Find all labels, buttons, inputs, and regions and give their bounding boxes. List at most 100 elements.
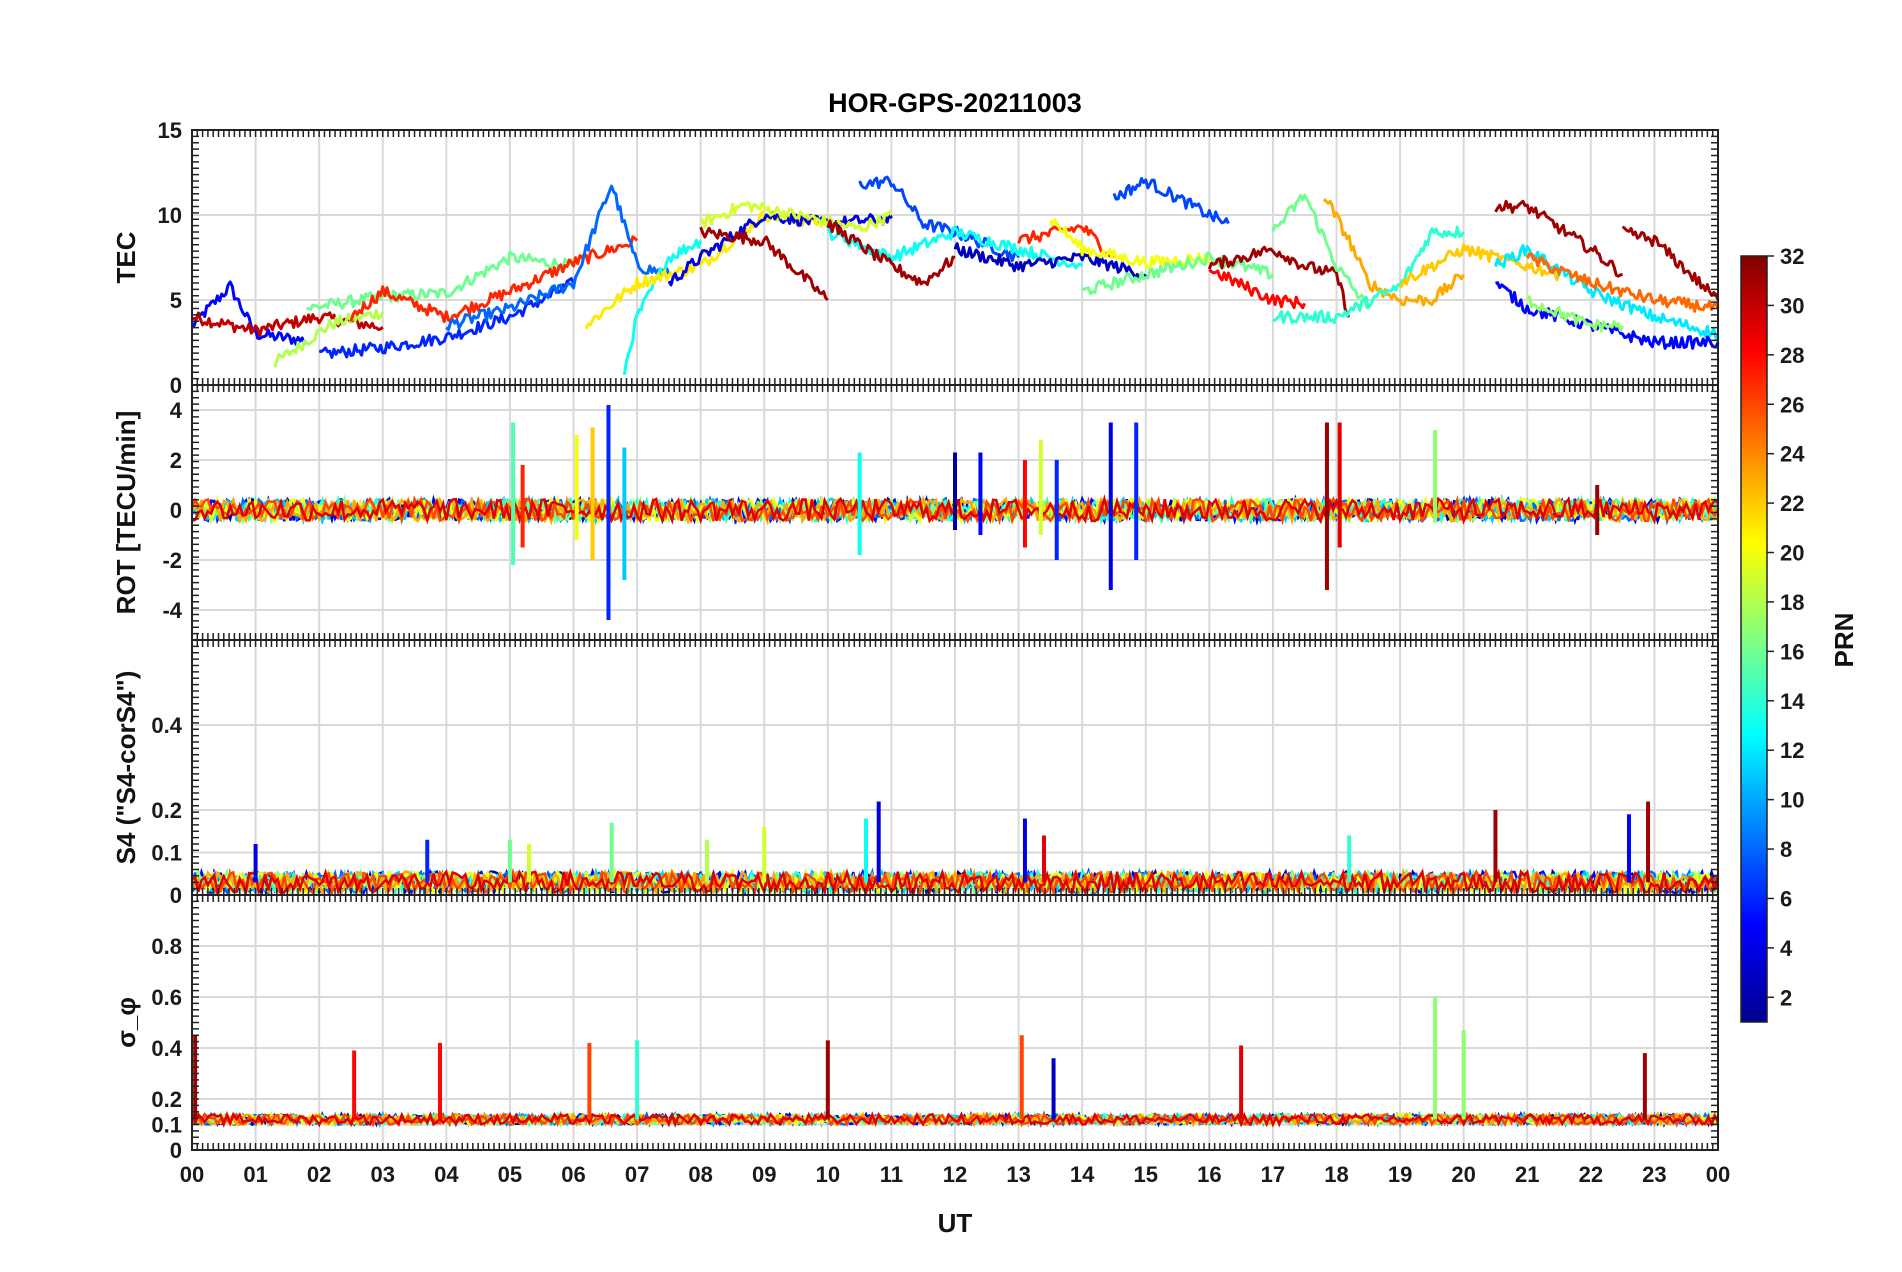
y-tick-label: 0.2 (151, 1087, 182, 1112)
y-tick-label: 0.2 (151, 798, 182, 823)
colorbar-tick-label: 24 (1780, 442, 1805, 467)
x-tick-label: 00 (1706, 1162, 1730, 1187)
tec-series-prn-17 (1526, 295, 1624, 333)
x-tick-label: 14 (1070, 1162, 1095, 1187)
y-tick-label: -2 (162, 548, 182, 573)
tec-series-prn-16 (306, 250, 575, 311)
tec-series-prn-22 (1398, 243, 1561, 289)
x-tick-label: 04 (434, 1162, 459, 1187)
x-tick-label: 22 (1579, 1162, 1603, 1187)
tec-series-prn-14 (1272, 225, 1465, 325)
noise-trace-prn-29 (190, 1111, 1720, 1128)
colorbar-gradient (1740, 255, 1768, 1023)
y-tick-label: 15 (158, 118, 182, 143)
y-tick-label: 0 (170, 883, 182, 908)
y-tick-label: 4 (170, 398, 183, 423)
y-axis-title-sigma_phi: σ_φ (111, 997, 141, 1048)
tec-series-prn-31 (826, 219, 956, 286)
y-tick-label: 0.8 (151, 934, 182, 959)
colorbar-label: PRN (1829, 613, 1859, 668)
x-tick-label: 10 (816, 1162, 840, 1187)
panel-TEC: 0 5 10 15 TEC (111, 118, 1720, 398)
x-tick-label: 15 (1134, 1162, 1158, 1187)
y-tick-label: 0.4 (151, 1036, 182, 1061)
tec-series-prn-27 (349, 235, 639, 324)
colorbar-tick-label: 30 (1780, 293, 1804, 318)
tec-series-prn-25 (1525, 252, 1720, 313)
x-tick-label: 00 (180, 1162, 204, 1187)
panel-ROT: -4 -2 0 2 4 ROT [TECU/min] (111, 384, 1720, 641)
panel-S4: 0 0.1 0.2 0.4 S4 ("S4-corS4") (111, 639, 1720, 908)
x-tick-label: 08 (688, 1162, 712, 1187)
x-tick-label: 02 (307, 1162, 331, 1187)
tec-series-prn-31 (1621, 225, 1720, 301)
y-tick-label: 5 (170, 288, 182, 313)
series-group (190, 801, 1720, 898)
x-tick-label: 23 (1642, 1162, 1666, 1187)
tec-series-prn-7 (1112, 177, 1230, 225)
x-tick-label: 20 (1451, 1162, 1475, 1187)
colorbar-tick-label: 14 (1780, 689, 1805, 714)
y-tick-label: 10 (158, 203, 182, 228)
tec-series-prn-31 (1494, 199, 1623, 278)
tec-series-prn-16 (1081, 251, 1275, 296)
colorbar-tick-label: 8 (1780, 837, 1792, 862)
panel-sigma_phi: 00.10.2 0.4 0.6 0.8 σ_φ (111, 894, 1720, 1163)
x-tick-label: 21 (1515, 1162, 1539, 1187)
colorbar-tick-label: 16 (1780, 639, 1804, 664)
colorbar-tick-label: 4 (1780, 936, 1793, 961)
x-tick-label: 18 (1324, 1162, 1348, 1187)
x-tick-label: 03 (371, 1162, 395, 1187)
y-axis-title-ROT: ROT [TECU/min] (111, 411, 141, 615)
y-tick-label: 0 (170, 1138, 182, 1163)
colorbar-tick-label: 6 (1780, 886, 1792, 911)
tec-series-prn-28 (1208, 268, 1307, 310)
tec-series-prn-5 (190, 280, 308, 346)
x-axis: UT 00 01 02 03 04 05 06 07 08 09 10 11 12 13 14 15 16 17 1… (180, 1162, 1730, 1238)
x-tick-label: 07 (625, 1162, 649, 1187)
tec-series-prn-16 (1271, 193, 1370, 310)
y-tick-label: 0.1 (151, 841, 182, 866)
x-tick-label: 11 (880, 1162, 903, 1187)
tec-series-prn-19 (699, 201, 893, 233)
x-tick-label: 19 (1388, 1162, 1412, 1187)
x-tick-label: 16 (1197, 1162, 1221, 1187)
y-tick-label: 0.6 (151, 985, 182, 1010)
x-tick-label: 09 (752, 1162, 776, 1187)
tec-series-prn-18 (273, 308, 385, 368)
y-tick-label: 0.4 (151, 713, 182, 738)
colorbar-tick-label: 26 (1780, 392, 1804, 417)
colorbar-tick-label: 2 (1780, 985, 1792, 1010)
colorbar-tick-label: 22 (1780, 491, 1804, 516)
colorbar-tick-label: 20 (1780, 541, 1804, 566)
x-axis-title: UT (938, 1208, 973, 1238)
x-tick-label: 06 (561, 1162, 585, 1187)
x-tick-label: 13 (1006, 1162, 1030, 1187)
colorbar-tick-label: 18 (1780, 590, 1804, 615)
colorbar-tick-label: 12 (1780, 738, 1804, 763)
series-group (190, 405, 1720, 620)
chart-title: HOR-GPS-20211003 (828, 88, 1082, 118)
y-tick-label: 0.1 (151, 1113, 182, 1138)
tec-series-prn-3 (953, 242, 1147, 280)
tec-series-prn-31 (1207, 245, 1351, 319)
series-group (190, 997, 1720, 1129)
tec-series-prn-31 (699, 226, 829, 302)
colorbar-tick-label: 10 (1780, 788, 1804, 813)
y-axis-title-S4: S4 ("S4-corS4") (111, 671, 141, 865)
y-axis-title-TEC: TEC (111, 231, 141, 283)
y-tick-label: 0 (170, 373, 182, 398)
x-tick-label: 17 (1261, 1162, 1285, 1187)
tec-series-prn-23 (1322, 198, 1466, 307)
colorbar-tick-label: 28 (1780, 343, 1804, 368)
tec-series-prn-7 (858, 175, 1021, 263)
colorbar-tick-label: 32 (1780, 244, 1804, 269)
y-tick-label: -4 (162, 598, 182, 623)
x-tick-label: 01 (243, 1162, 267, 1187)
x-tick-label: 12 (943, 1162, 967, 1187)
y-tick-label: 0 (170, 498, 182, 523)
tec-series-prn-8 (445, 184, 671, 331)
